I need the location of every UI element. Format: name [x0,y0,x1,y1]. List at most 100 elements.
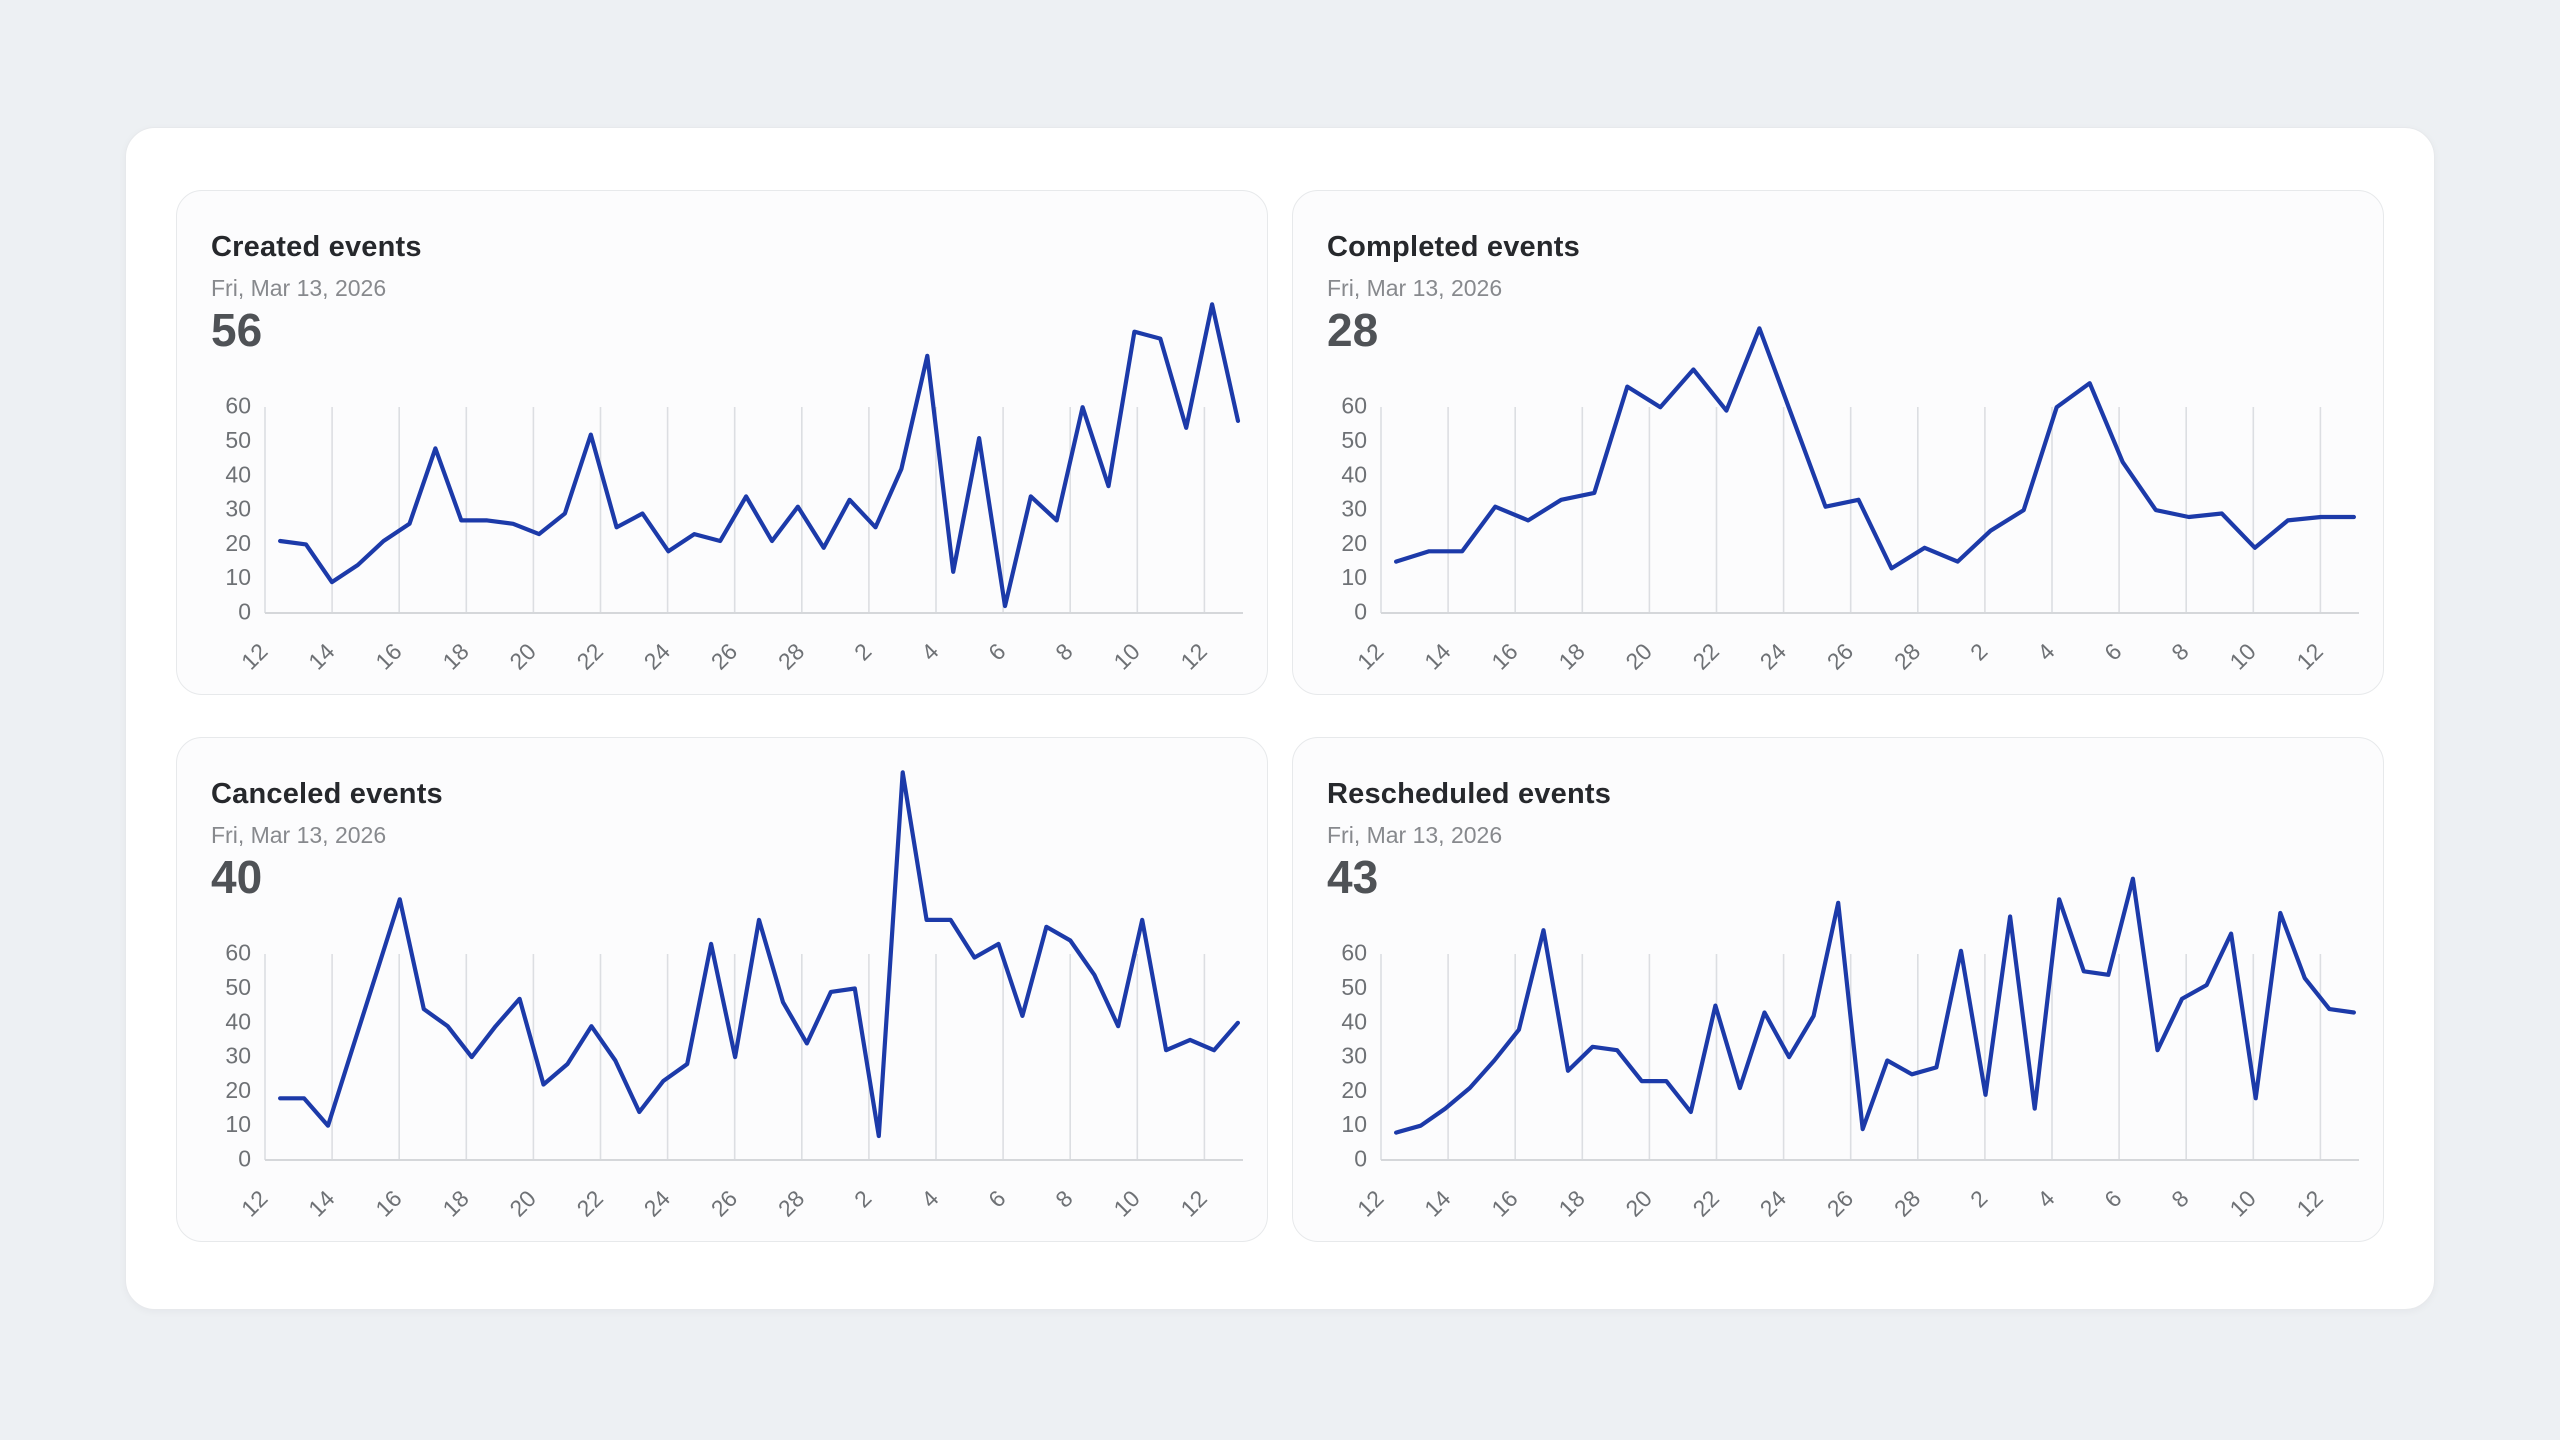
svg-text:16: 16 [370,638,406,674]
card-title: Created events [211,231,422,263]
card-canceled-events: Canceled events Fri, Mar 13, 2026 40 0 10… [176,737,1268,1242]
card-date: Fri, Mar 13, 2026 [211,822,387,848]
card-title: Completed events [1327,231,1580,263]
svg-text:16: 16 [370,1185,406,1221]
svg-text:40: 40 [1341,1008,1367,1034]
svg-text:12: 12 [1175,1185,1211,1221]
card-title: Canceled events [211,778,443,810]
svg-text:26: 26 [706,638,742,674]
svg-text:10: 10 [1341,564,1367,590]
svg-text:18: 18 [437,638,473,674]
card-title: Rescheduled events [1327,778,1612,810]
svg-text:14: 14 [1419,638,1456,675]
svg-text:12: 12 [236,638,272,674]
svg-text:12: 12 [2291,638,2327,674]
card-value: 28 [1327,304,1379,356]
svg-text:2: 2 [1965,1185,1992,1212]
svg-text:40: 40 [1341,461,1367,487]
svg-text:8: 8 [1050,638,1077,665]
svg-text:60: 60 [1341,940,1367,966]
svg-text:20: 20 [504,638,540,674]
svg-text:12: 12 [236,1185,272,1221]
svg-text:12: 12 [2291,1185,2327,1221]
svg-text:10: 10 [2224,1185,2260,1221]
svg-text:18: 18 [437,1185,473,1221]
svg-text:60: 60 [225,393,251,419]
svg-text:30: 30 [1341,1043,1367,1069]
svg-text:30: 30 [225,1043,251,1069]
svg-text:60: 60 [225,940,251,966]
svg-text:10: 10 [1108,1185,1144,1221]
svg-text:50: 50 [1341,974,1367,1000]
svg-text:20: 20 [1341,530,1367,556]
svg-text:6: 6 [983,1185,1010,1212]
svg-text:8: 8 [2166,638,2193,665]
svg-text:10: 10 [225,1111,251,1137]
card-header: Canceled events Fri, Mar 13, 2026 40 [211,778,443,902]
svg-text:28: 28 [773,1185,809,1221]
svg-text:24: 24 [1755,638,1792,675]
svg-text:6: 6 [2099,638,2126,665]
card-header: Created events Fri, Mar 13, 2026 56 [211,231,422,355]
svg-text:22: 22 [572,1185,608,1221]
svg-text:28: 28 [1889,1185,1925,1221]
svg-text:30: 30 [225,496,251,522]
charts-grid: Created events Fri, Mar 13, 2026 56 0 10 2… [176,190,2384,1242]
svg-text:28: 28 [773,638,809,674]
svg-text:24: 24 [639,1185,676,1222]
card-header: Completed events Fri, Mar 13, 2026 28 [1327,231,1580,355]
svg-text:22: 22 [1688,1185,1724,1221]
svg-text:16: 16 [1486,1185,1522,1221]
svg-text:22: 22 [1688,638,1724,674]
svg-text:30: 30 [1341,496,1367,522]
svg-text:20: 20 [225,530,251,556]
svg-text:20: 20 [504,1185,540,1221]
svg-text:50: 50 [1341,427,1367,453]
svg-text:0: 0 [1354,1146,1367,1172]
card-value: 40 [211,851,263,903]
svg-text:2: 2 [1965,638,1992,665]
card-value: 43 [1327,851,1379,903]
svg-text:0: 0 [1354,599,1367,625]
svg-text:50: 50 [225,974,251,1000]
svg-text:24: 24 [1755,1185,1792,1222]
svg-text:14: 14 [1419,1185,1456,1222]
svg-text:20: 20 [1341,1077,1367,1103]
svg-text:10: 10 [1341,1111,1367,1137]
svg-text:24: 24 [639,638,676,675]
svg-text:60: 60 [1341,393,1367,419]
svg-text:12: 12 [1352,638,1388,674]
card-date: Fri, Mar 13, 2026 [211,275,387,301]
svg-text:20: 20 [1620,1185,1656,1221]
svg-text:28: 28 [1889,638,1925,674]
svg-text:4: 4 [916,638,944,666]
card-value: 56 [211,304,263,356]
svg-text:14: 14 [303,638,340,675]
svg-text:10: 10 [225,564,251,590]
card-rescheduled-events: Rescheduled events Fri, Mar 13, 2026 43 … [1292,737,2384,1242]
svg-text:40: 40 [225,1008,251,1034]
svg-text:26: 26 [1822,1185,1858,1221]
svg-text:8: 8 [1050,1185,1077,1212]
svg-text:0: 0 [238,1146,251,1172]
svg-text:0: 0 [238,599,251,625]
svg-text:12: 12 [1352,1185,1388,1221]
svg-text:6: 6 [983,638,1010,665]
svg-text:4: 4 [2032,638,2060,666]
svg-text:26: 26 [1822,638,1858,674]
svg-text:22: 22 [572,638,608,674]
svg-text:2: 2 [849,638,876,665]
svg-text:2: 2 [849,1185,876,1212]
svg-text:8: 8 [2166,1185,2193,1212]
svg-text:16: 16 [1486,638,1522,674]
card-date: Fri, Mar 13, 2026 [1327,275,1503,301]
svg-text:12: 12 [1175,638,1211,674]
svg-text:10: 10 [1108,638,1144,674]
svg-text:4: 4 [916,1185,944,1213]
svg-text:18: 18 [1553,638,1589,674]
